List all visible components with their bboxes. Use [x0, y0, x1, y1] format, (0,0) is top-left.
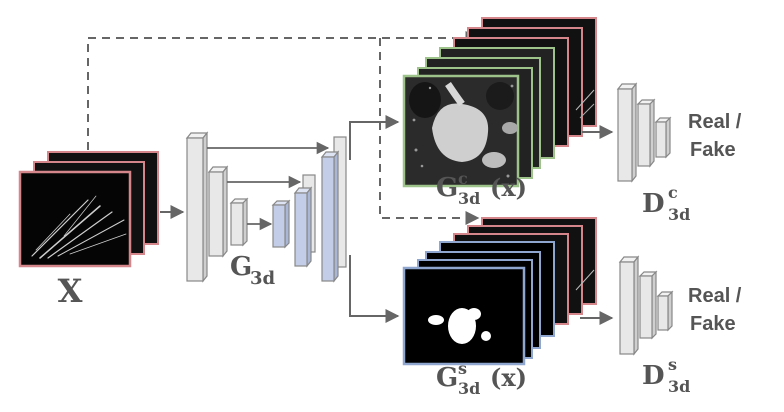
- ct-output-label-arg: (x): [490, 173, 527, 202]
- disc-s-block-2: [638, 270, 658, 340]
- seg-output-label-arg: (x): [490, 363, 527, 392]
- disc-c-block-1: [616, 82, 638, 183]
- arrow-to-ct-output: [349, 115, 400, 160]
- ct-output-label-base: G: [436, 173, 458, 203]
- disc-s-output-line1: Real /: [688, 285, 742, 307]
- generator-label-base: G: [230, 252, 252, 282]
- disc-s-label-sup: s: [668, 355, 677, 374]
- disc-s-label: D s 3d: [642, 355, 690, 396]
- disc-c-block-3: [654, 116, 672, 159]
- seg-output-label-sup: s: [458, 359, 467, 378]
- disc-c-label: D c 3d: [642, 183, 690, 224]
- seg-output-stack: [402, 217, 597, 366]
- disc-c-block-2: [636, 98, 656, 168]
- encoder-block-2: [207, 165, 229, 258]
- input-label: X: [58, 272, 83, 310]
- disc-s-block-3: [656, 290, 674, 332]
- seg-mask-image: [402, 266, 526, 366]
- disc-c-output-line2: Fake: [690, 139, 736, 161]
- discriminator-c: [616, 82, 672, 183]
- seg-output-label-sub: 3d: [458, 379, 480, 398]
- ct-output-stack: [402, 17, 597, 188]
- disc-c-output-line1: Real /: [688, 111, 742, 133]
- disc-s-label-base: D: [642, 361, 665, 391]
- encoder-block-1: [185, 131, 209, 283]
- generator-label-sub: 3d: [250, 268, 276, 289]
- encoder-block-3: [229, 197, 249, 247]
- seg-output-label: G s 3d (x): [436, 359, 527, 398]
- ct-output-label-sup: c: [458, 169, 468, 188]
- input-xray-image: [18, 170, 132, 268]
- decoder-block-2: [320, 136, 347, 283]
- disc-c-label-sub: 3d: [668, 205, 690, 224]
- dashed-skip-to-seg: [379, 38, 480, 225]
- ct-output-label-sub: 3d: [458, 189, 480, 208]
- generator-label: G 3d: [230, 252, 276, 289]
- generator-arrows: [207, 141, 330, 231]
- generator-unet: [185, 131, 347, 283]
- disc-s-label-sub: 3d: [668, 377, 690, 396]
- ct-output-label: G c 3d (x): [436, 169, 527, 208]
- dashed-skip-to-ct: [87, 31, 480, 150]
- discriminator-s: [618, 255, 674, 356]
- seg-output-label-base: G: [436, 363, 458, 393]
- disc-s-output-line2: Fake: [690, 313, 736, 335]
- disc-c-label-sup: c: [668, 183, 678, 202]
- bottleneck-block: [271, 199, 291, 249]
- decoder-block-1: [293, 174, 316, 268]
- input-xray-stack: [18, 151, 159, 268]
- arrow-to-seg-output: [349, 255, 400, 323]
- disc-s-block-1: [618, 255, 640, 356]
- ct-image: [402, 74, 520, 188]
- disc-c-label-base: D: [642, 189, 665, 219]
